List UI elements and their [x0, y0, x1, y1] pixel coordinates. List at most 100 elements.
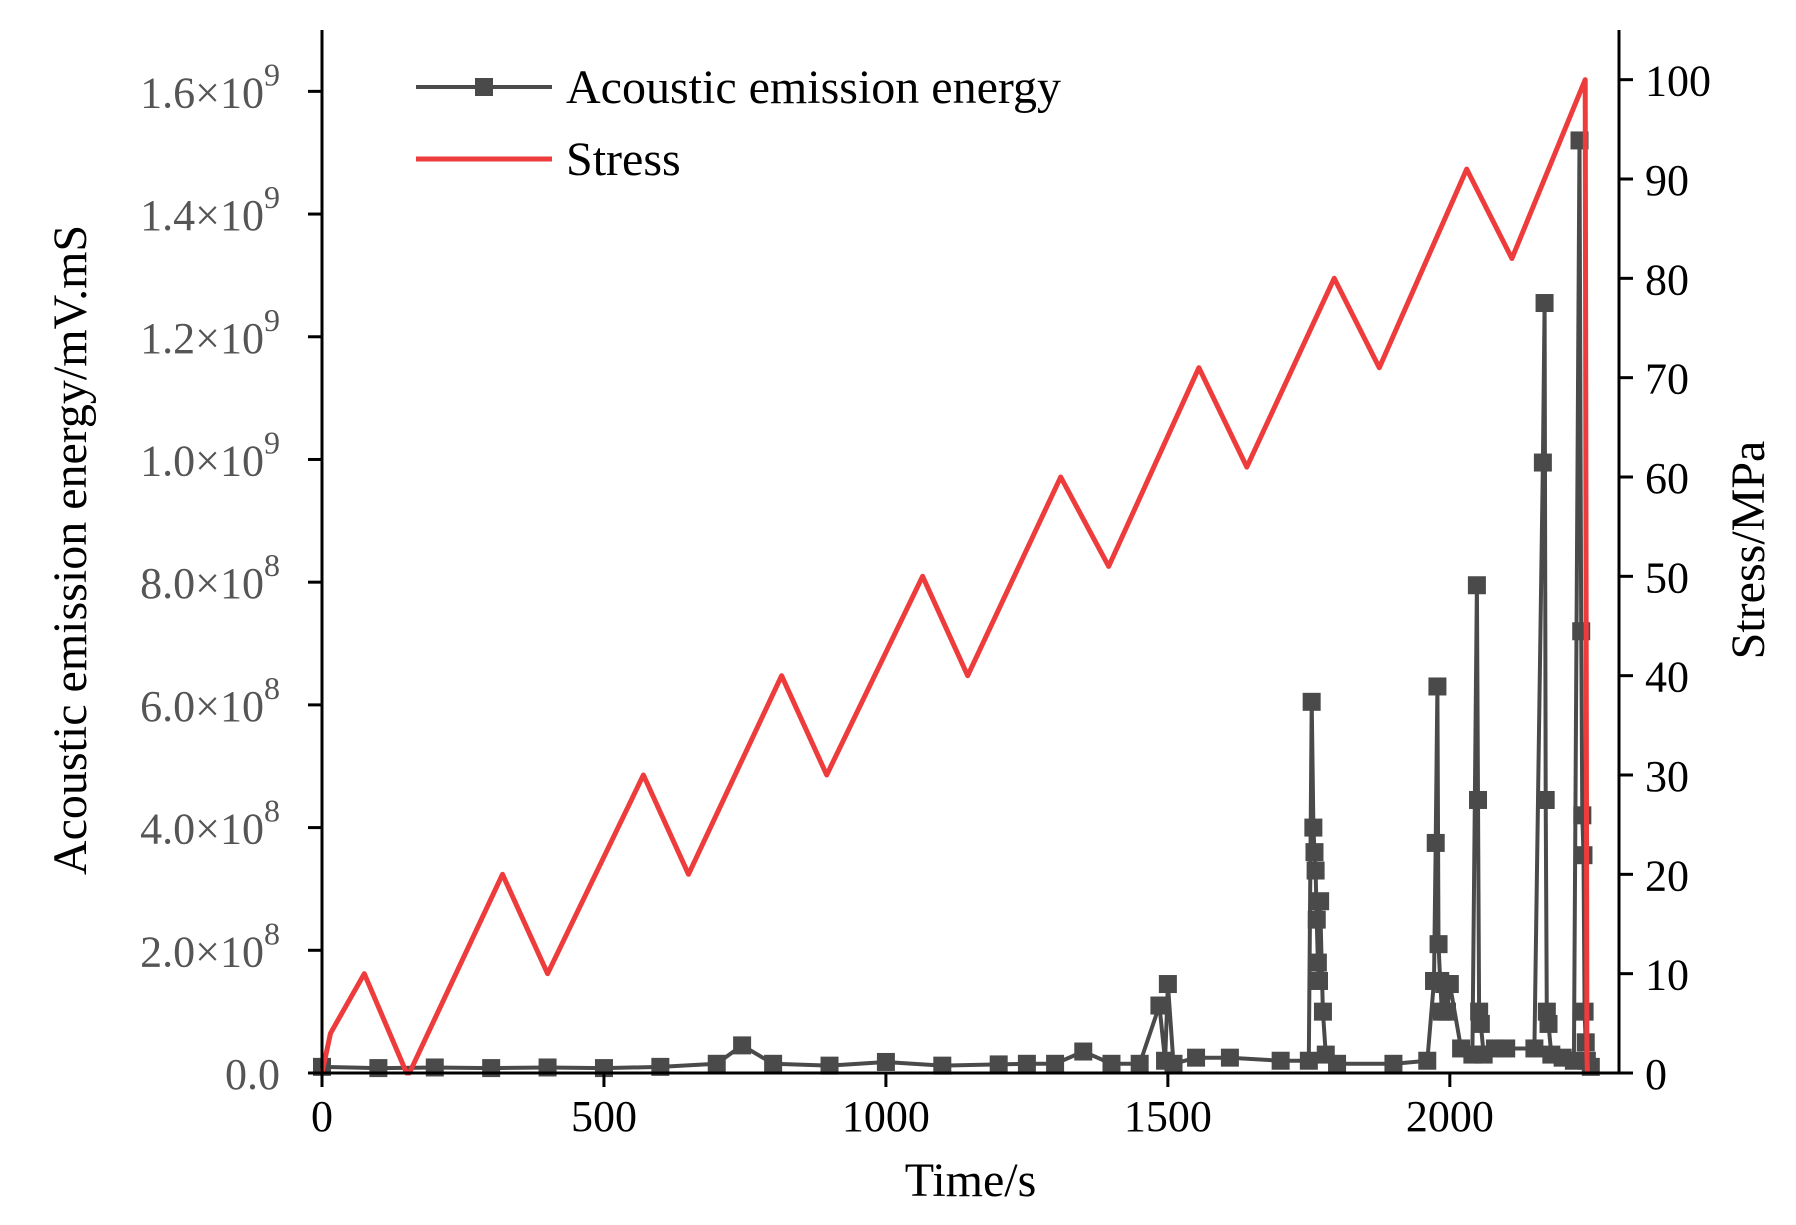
- y-left-tick-mantissa: 0.0: [225, 1050, 280, 1099]
- energy-data-point: [1308, 953, 1327, 972]
- y-left-tick-mantissa: 1.6×10: [140, 68, 264, 117]
- energy-data-point: [1535, 294, 1554, 313]
- y-left-tick-exponent: 9: [264, 424, 280, 460]
- y-left-tick-exponent: 9: [264, 179, 280, 215]
- y-left-tick-label: 6.0×108: [140, 670, 280, 731]
- y-left-tick-label: 4.0×108: [140, 793, 280, 854]
- energy-line: [321, 138, 1593, 1071]
- energy-data-point: [1533, 453, 1552, 472]
- y-right-tick-label: 20: [1645, 851, 1689, 900]
- energy-data-point: [651, 1057, 670, 1076]
- legend-item: Stress: [416, 133, 681, 186]
- energy-data-point: [1525, 1039, 1544, 1058]
- y-axis-right-title: Stress/MPa: [1722, 441, 1775, 660]
- y-left-tick-exponent: 9: [264, 56, 280, 92]
- y-left-tick-label: 0.0: [225, 1050, 280, 1099]
- energy-data-point: [1158, 975, 1177, 994]
- y-left-tick-mantissa: 1.2×10: [140, 314, 264, 363]
- energy-data-point: [1305, 843, 1324, 862]
- x-tick-label: 2000: [1406, 1092, 1494, 1141]
- energy-data-point: [1328, 1054, 1347, 1073]
- energy-data-point: [1536, 790, 1555, 809]
- energy-data-point: [1306, 861, 1325, 880]
- y-left-tick-mantissa: 8.0×10: [140, 559, 264, 608]
- y-right-tick-label: 100: [1645, 57, 1711, 106]
- y-left-tick-label: 1.4×109: [140, 179, 280, 240]
- y-left-tick-label: 1.6×109: [140, 56, 280, 117]
- energy-data-point: [1102, 1054, 1121, 1073]
- y-left-tick-exponent: 8: [264, 793, 280, 829]
- energy-data-point: [1302, 692, 1321, 711]
- energy-data-point: [764, 1054, 783, 1073]
- x-tick-label: 0: [311, 1092, 333, 1141]
- energy-data-point: [1384, 1054, 1403, 1073]
- series-stress: [319, 77, 1590, 1076]
- energy-data-point: [1313, 1002, 1332, 1021]
- y-right-tick-label: 70: [1645, 355, 1689, 404]
- y-right-tick-label: 10: [1645, 951, 1689, 1000]
- legend-label: Acoustic emission energy: [566, 61, 1061, 114]
- energy-data-point: [876, 1052, 895, 1071]
- energy-data-point: [1150, 996, 1169, 1015]
- energy-data-point: [1440, 975, 1459, 994]
- y-left-tick-mantissa: 4.0×10: [140, 805, 264, 854]
- y-left-tick-exponent: 8: [264, 670, 280, 706]
- x-axis-title: Time/s: [905, 1154, 1037, 1207]
- energy-data-point: [1428, 677, 1447, 696]
- energy-data-point: [733, 1036, 752, 1055]
- energy-data-point: [989, 1055, 1008, 1074]
- energy-data-point: [1299, 1051, 1318, 1070]
- legend-item: Acoustic emission energy: [416, 61, 1061, 114]
- energy-data-point: [1497, 1039, 1516, 1058]
- legend-swatch-marker: [475, 78, 493, 96]
- energy-data-point: [1187, 1048, 1206, 1067]
- energy-data-point: [1074, 1042, 1093, 1061]
- y-left-tick-label: 1.2×109: [140, 302, 280, 363]
- series-layer: [313, 77, 1600, 1078]
- energy-data-point: [1271, 1051, 1290, 1070]
- y-left-tick-exponent: 8: [264, 915, 280, 951]
- y-axis-left-title: Acoustic emission energy/mV.mS: [44, 225, 97, 875]
- energy-data-point: [1017, 1054, 1036, 1073]
- axes-layer: 0 500 1000 1500 20000.02.0×1084.0×1086.0×108…: [44, 30, 1775, 1207]
- y-right-tick-label: 60: [1645, 454, 1689, 503]
- energy-data-point: [1046, 1054, 1065, 1073]
- energy-data-point: [1467, 576, 1486, 595]
- energy-data-point: [1130, 1054, 1149, 1073]
- energy-data-point: [1309, 971, 1328, 990]
- x-tick-label: 1000: [842, 1092, 930, 1141]
- y-left-tick-mantissa: 1.0×10: [140, 436, 264, 485]
- y-right-tick-label: 30: [1645, 752, 1689, 801]
- energy-data-point: [707, 1054, 726, 1073]
- y-right-tick-label: 40: [1645, 653, 1689, 702]
- energy-data-point: [820, 1056, 839, 1075]
- x-tick-label: 1500: [1124, 1092, 1212, 1141]
- y-right-tick-label: 0: [1645, 1050, 1667, 1099]
- energy-data-point: [1471, 1014, 1490, 1033]
- series-acoustic-emission-energy: [313, 131, 1600, 1078]
- energy-data-point: [1220, 1048, 1239, 1067]
- x-tick-label: 500: [571, 1092, 637, 1141]
- energy-data-point: [1574, 846, 1593, 865]
- energy-data-point: [933, 1056, 952, 1075]
- energy-data-point: [1164, 1054, 1183, 1073]
- y-left-tick-label: 1.0×109: [140, 424, 280, 485]
- y-left-tick-label: 2.0×108: [140, 915, 280, 976]
- energy-data-point: [1418, 1051, 1437, 1070]
- energy-data-point: [1438, 1002, 1457, 1021]
- y-left-tick-exponent: 9: [264, 302, 280, 338]
- y-left-tick-label: 8.0×108: [140, 547, 280, 608]
- energy-data-point: [1307, 910, 1326, 929]
- energy-data-point: [1469, 790, 1488, 809]
- energy-data-point: [1311, 892, 1330, 911]
- y-left-tick-mantissa: 6.0×10: [140, 682, 264, 731]
- y-right-tick-label: 50: [1645, 553, 1689, 602]
- y-right-tick-label: 90: [1645, 156, 1689, 205]
- legend-label: Stress: [566, 133, 681, 186]
- stress-line: [319, 77, 1590, 1076]
- y-right-tick-label: 80: [1645, 255, 1689, 304]
- energy-data-point: [1539, 1014, 1558, 1033]
- energy-data-point: [1426, 833, 1445, 852]
